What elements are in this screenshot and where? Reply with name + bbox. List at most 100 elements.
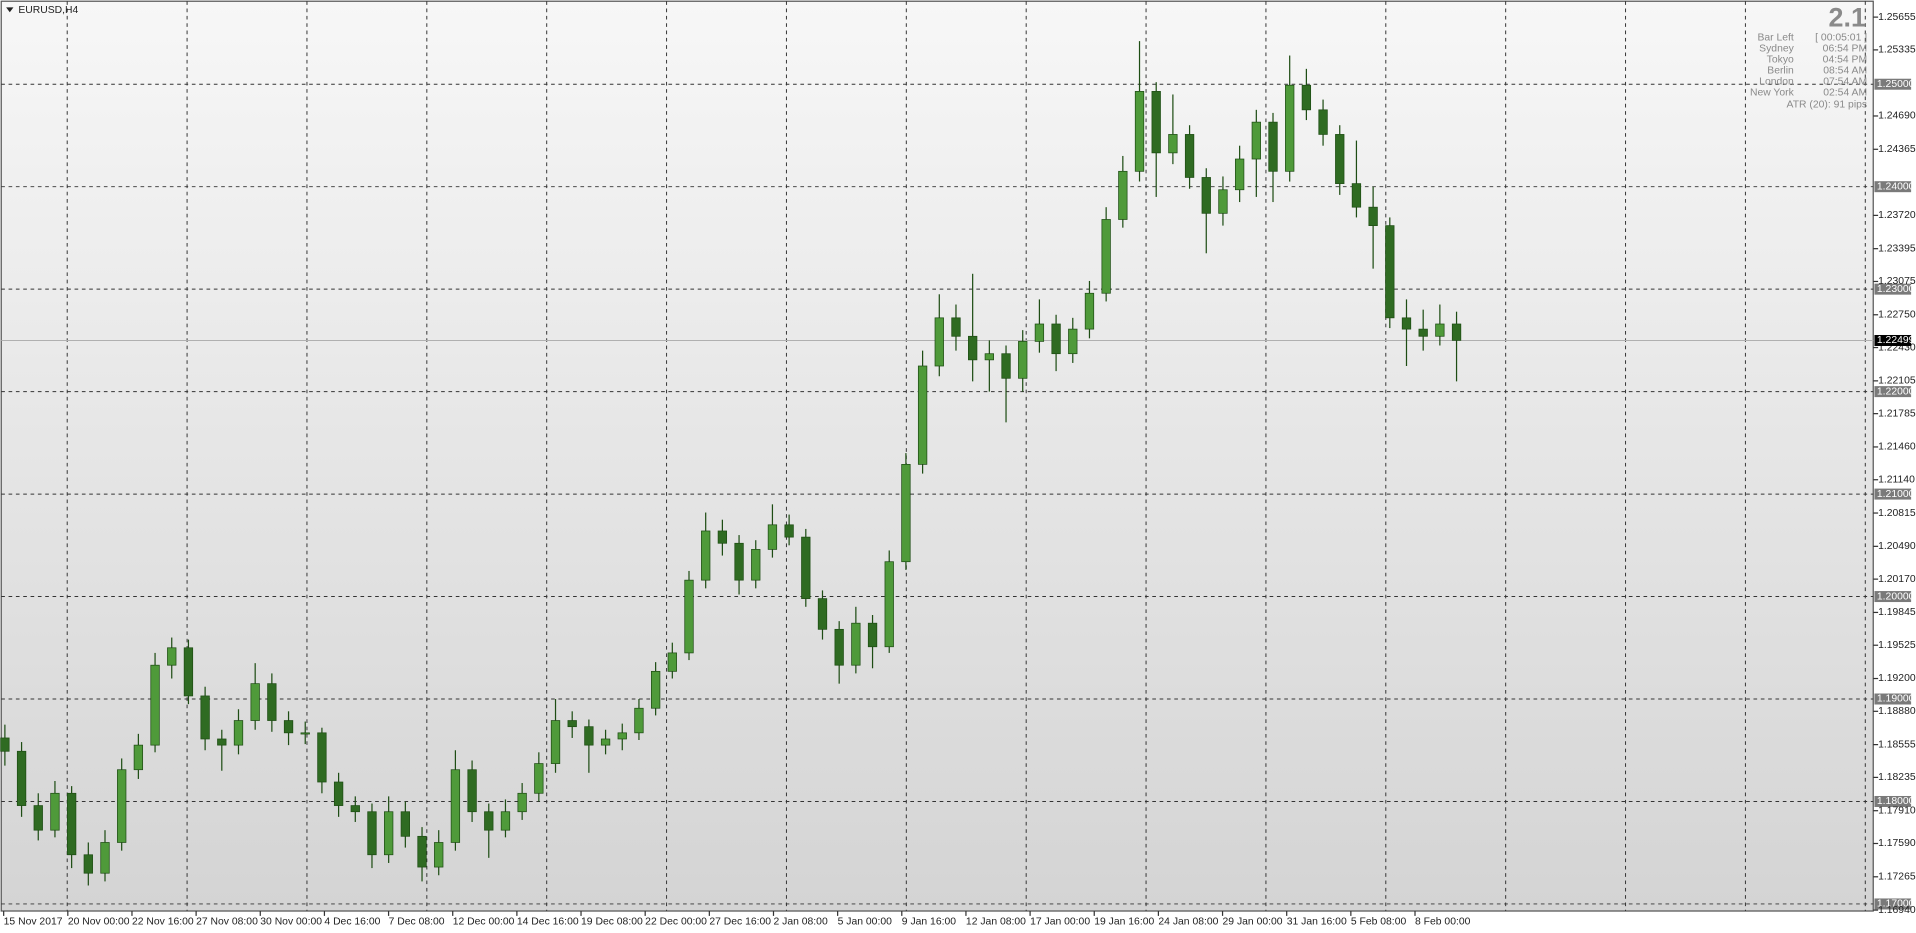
level-label: 1.22000: [1877, 386, 1915, 397]
x-tick-label: 5 Jan 00:00: [838, 917, 892, 928]
candle-body: [1451, 323, 1462, 341]
candle-body: [500, 811, 511, 831]
candle-body: [600, 738, 611, 746]
level-label: 1.20000: [1877, 591, 1915, 602]
candle-body: [1034, 323, 1045, 342]
candle-body: [968, 335, 978, 361]
x-tick-label: 20 Nov 00:00: [68, 917, 130, 928]
version: 2.1: [1829, 3, 1866, 33]
y-tick-label: 1.22105: [1878, 376, 1916, 387]
candle-body: [233, 720, 244, 746]
candle-body: [317, 732, 327, 783]
y-tick-label: 1.20490: [1878, 541, 1916, 552]
level-box: [1874, 693, 1912, 705]
y-tick-label: 1.24690: [1878, 111, 1916, 122]
clock-city: Tokyo: [1767, 55, 1794, 66]
candle-body: [917, 365, 928, 465]
candle-body: [33, 805, 43, 831]
candle-body: [333, 781, 344, 806]
candle-body: [1335, 134, 1345, 184]
candle-body: [734, 542, 744, 581]
y-tick-label: 1.23720: [1878, 210, 1916, 221]
candle-body: [1168, 134, 1178, 154]
candle-body: [851, 622, 861, 666]
last-price-box: [1874, 334, 1912, 346]
candle-body: [1001, 353, 1011, 379]
level-box: [1874, 591, 1912, 603]
candle-body: [117, 769, 127, 843]
level-label: 1.21000: [1877, 489, 1915, 500]
candle-body: [1268, 121, 1278, 172]
candle-body: [1368, 206, 1378, 226]
candle-body: [1385, 225, 1395, 319]
candle-body: [567, 720, 577, 728]
candle-body: [1285, 84, 1295, 172]
candle-body: [50, 792, 60, 831]
bar-left-label: Bar Left: [1757, 33, 1793, 44]
x-tick-label: 12 Jan 08:00: [966, 917, 1026, 928]
candle-body: [1401, 317, 1412, 330]
x-tick-label: 7 Dec 08:00: [389, 917, 445, 928]
candle-body: [550, 720, 561, 764]
y-tick-label: 1.18555: [1878, 739, 1916, 750]
x-tick-label: 29 Jan 00:00: [1223, 917, 1283, 928]
candles: [0, 41, 1462, 886]
x-tick-label: 27 Dec 16:00: [709, 917, 771, 928]
candle-body: [801, 536, 811, 599]
candle-body: [300, 732, 310, 735]
candle-body: [66, 792, 77, 856]
candle-body: [534, 763, 544, 794]
candle-body: [951, 317, 961, 337]
candle-body: [16, 750, 27, 806]
x-tick-label: 27 Nov 08:00: [196, 917, 258, 928]
x-tick-label: 19 Jan 16:00: [1094, 917, 1154, 928]
candle-body: [450, 769, 461, 843]
candle-body: [884, 561, 894, 648]
level-label: 1.18000: [1877, 796, 1915, 807]
level-label: 1.23000: [1877, 284, 1915, 295]
level-box: [1874, 181, 1912, 193]
candle-body: [150, 664, 160, 746]
x-tick-label: 24 Jan 08:00: [1158, 917, 1218, 928]
candle-body: [350, 805, 360, 813]
candle-body: [400, 811, 410, 837]
y-tick-label: 1.21785: [1878, 408, 1916, 419]
y-tick-label: 1.19200: [1878, 673, 1916, 684]
y-tick-label: 1.23075: [1878, 276, 1916, 287]
y-tick-label: 1.19525: [1878, 640, 1916, 651]
candle-body: [751, 549, 761, 581]
y-tick-label: 1.19845: [1878, 607, 1916, 618]
candle-body: [417, 835, 427, 868]
y-tick-label: 1.17265: [1878, 872, 1916, 883]
x-tick-label: 15 Nov 2017: [4, 917, 63, 928]
candle-body: [1084, 292, 1095, 330]
candle-body: [1118, 170, 1128, 220]
candle-body: [517, 792, 527, 813]
y-tick-label: 1.23395: [1878, 243, 1916, 254]
candle-body: [200, 695, 210, 740]
clock-time: 06:54 PM: [1823, 44, 1867, 55]
candle-body: [717, 530, 728, 544]
candle-body: [867, 622, 878, 648]
candle-body: [634, 707, 644, 734]
y-tick-label: 1.24365: [1878, 144, 1916, 155]
menu-arrow[interactable]: [6, 7, 14, 13]
y-tick-label: 1.21140: [1878, 474, 1915, 485]
candle-body: [1201, 177, 1211, 214]
candle-body: [617, 732, 627, 740]
y-tick-label: 1.18880: [1878, 706, 1916, 717]
x-tick-label: 22 Nov 16:00: [132, 917, 194, 928]
candle-body: [217, 738, 227, 746]
price-axis: 1.25000 1.24000 1.23000 1.22000 1.21000 1.200…: [3, 12, 1916, 928]
y-tick-label: 1.20170: [1878, 574, 1916, 585]
candle-body: [250, 683, 260, 721]
clock-city: Berlin: [1767, 66, 1794, 77]
x-tick-label: 31 Jan 16:00: [1287, 917, 1347, 928]
clock-time: 02:54 AM: [1823, 88, 1867, 99]
candle-body: [434, 842, 444, 868]
x-tick-label: 14 Dec 16:00: [517, 917, 579, 928]
y-tick-label: 1.22430: [1878, 342, 1916, 353]
candle-body: [100, 842, 110, 874]
